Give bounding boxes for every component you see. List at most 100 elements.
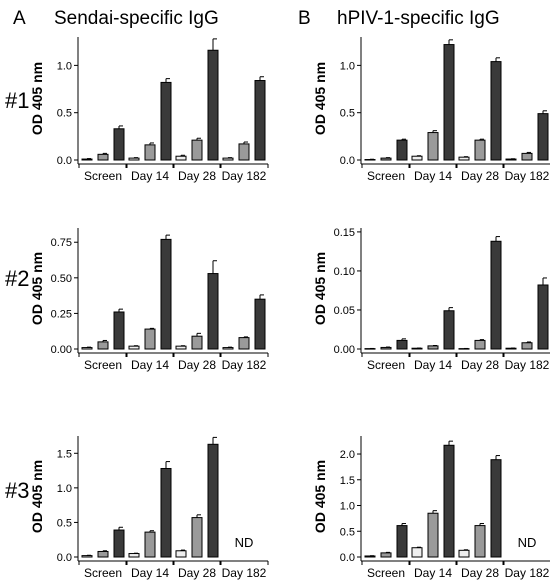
bar <box>443 444 455 558</box>
x-category-label: Screen <box>84 169 122 183</box>
bar <box>207 49 219 161</box>
x-category-label: Day 28 <box>178 169 216 183</box>
y-axis-title: OD 405 nm <box>29 252 45 325</box>
bar <box>411 547 423 558</box>
bar <box>81 158 93 161</box>
x-category-label: Day 182 <box>505 566 550 580</box>
column-a-letter: A <box>13 8 26 29</box>
row-label-3: #3 <box>5 478 29 503</box>
x-category-label: Day 14 <box>414 358 452 372</box>
bar <box>128 345 140 350</box>
bar <box>254 298 266 350</box>
x-category-label: Day 28 <box>461 566 499 580</box>
x-category-label: Screen <box>84 566 122 580</box>
bar <box>521 152 533 161</box>
bar <box>160 467 172 558</box>
bar <box>254 80 266 161</box>
bar <box>458 156 470 161</box>
x-category-label: Day 182 <box>505 169 550 183</box>
y-tick-label: 0.50 <box>51 273 72 285</box>
bar <box>160 238 172 350</box>
y-tick-label: 0.75 <box>51 237 72 249</box>
y-axis-title: OD 405 nm <box>312 252 328 325</box>
x-category-label: Day 14 <box>131 566 169 580</box>
x-category-label: Day 182 <box>222 169 267 183</box>
bar <box>238 143 250 161</box>
chart-panel-6: 0.0 0.5 1.0 1.5 2.0 OD 405 nm Screen Day 14 Day … <box>312 436 550 580</box>
bar <box>128 553 140 558</box>
bar <box>427 345 439 350</box>
column-b-title: hPIV-1-specific IgG <box>337 8 500 29</box>
y-tick-label: 1.0 <box>57 483 72 495</box>
x-category-label: Day 28 <box>461 358 499 372</box>
bar <box>490 61 502 161</box>
x-category-label: Day 182 <box>222 358 267 372</box>
column-b-letter: B <box>298 8 311 29</box>
y-tick-label: 0.05 <box>334 305 355 317</box>
bar <box>490 240 502 350</box>
bar <box>380 346 392 350</box>
bar <box>97 550 109 558</box>
chart-panel-1: 0.0 0.5 1.0 OD 405 nm Screen Day 14 Day 28 Day … <box>29 37 269 183</box>
bar <box>207 273 219 350</box>
bar <box>144 144 156 161</box>
bar <box>207 443 219 558</box>
x-category-label: Screen <box>367 566 405 580</box>
bar <box>160 81 172 161</box>
x-category-label: Screen <box>84 358 122 372</box>
y-tick-label: 0.00 <box>334 344 355 356</box>
y-tick-label: 1.5 <box>340 475 355 487</box>
bar <box>521 342 533 350</box>
y-axis-title: OD 405 nm <box>312 62 328 135</box>
y-tick-label: 1.0 <box>340 60 355 72</box>
y-tick-label: 1.0 <box>57 60 72 72</box>
y-tick-label: 1.5 <box>57 448 72 460</box>
not-done-label: ND <box>235 535 254 550</box>
bar <box>427 132 439 161</box>
bar <box>474 525 486 558</box>
bar <box>222 347 234 350</box>
x-category-label: Day 14 <box>414 169 452 183</box>
y-tick-label: 0.15 <box>334 227 355 239</box>
bar <box>537 113 549 161</box>
bar <box>191 139 203 161</box>
bar <box>222 157 234 161</box>
bar <box>474 339 486 350</box>
row-label-2: #2 <box>5 266 29 291</box>
not-done-label: ND <box>518 535 537 550</box>
bar <box>97 341 109 350</box>
y-tick-label: 0.0 <box>340 155 355 167</box>
bar <box>113 128 125 161</box>
x-category-label: Day 182 <box>505 358 550 372</box>
bar <box>490 459 502 558</box>
y-tick-label: 0.0 <box>57 552 72 564</box>
x-category-label: Day 28 <box>178 566 216 580</box>
bar <box>175 155 187 161</box>
y-tick-label: 0.5 <box>340 526 355 538</box>
y-tick-label: 0.25 <box>51 308 72 320</box>
bar <box>191 517 203 558</box>
y-axis-title: OD 405 nm <box>29 460 45 533</box>
y-axis-title: OD 405 nm <box>312 460 328 533</box>
bar <box>474 139 486 161</box>
bar <box>113 529 125 558</box>
y-tick-label: 0.0 <box>57 155 72 167</box>
bar <box>458 549 470 558</box>
y-tick-label: 0.5 <box>340 108 355 120</box>
column-a-title: Sendai-specific IgG <box>54 8 219 29</box>
y-axis-title: OD 405 nm <box>29 62 45 135</box>
x-category-label: Day 182 <box>222 566 267 580</box>
chart-panel-2: 0.0 0.5 1.0 OD 405 nm Screen Day 14 Day 28 Day … <box>312 37 550 183</box>
x-category-label: Day 28 <box>461 169 499 183</box>
x-category-label: Screen <box>367 358 405 372</box>
bar <box>427 512 439 558</box>
bar <box>537 284 549 350</box>
bar <box>443 310 455 350</box>
row-label-1: #1 <box>5 88 29 113</box>
y-tick-label: 0.00 <box>51 344 72 356</box>
chart-panel-3: 0.00 0.25 0.50 0.75 OD 405 nm Screen Day 14 Day… <box>29 228 269 372</box>
x-category-label: Day 14 <box>414 566 452 580</box>
bar <box>380 552 392 558</box>
bar <box>81 555 93 558</box>
